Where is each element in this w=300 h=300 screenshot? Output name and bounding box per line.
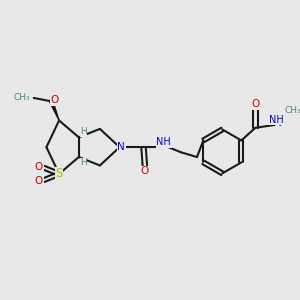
Text: H: H (80, 127, 87, 136)
Text: O: O (251, 99, 260, 110)
Text: NH: NH (156, 137, 171, 147)
Text: S: S (56, 167, 63, 180)
Text: O: O (35, 162, 43, 172)
Text: O: O (141, 167, 149, 176)
Text: N: N (117, 142, 125, 152)
Text: NH: NH (268, 115, 283, 125)
Polygon shape (50, 101, 59, 120)
Text: H: H (80, 158, 87, 167)
Text: CH₃: CH₃ (14, 93, 30, 102)
Text: O: O (50, 95, 59, 105)
Text: O: O (35, 176, 43, 186)
Text: CH₃: CH₃ (284, 106, 300, 115)
